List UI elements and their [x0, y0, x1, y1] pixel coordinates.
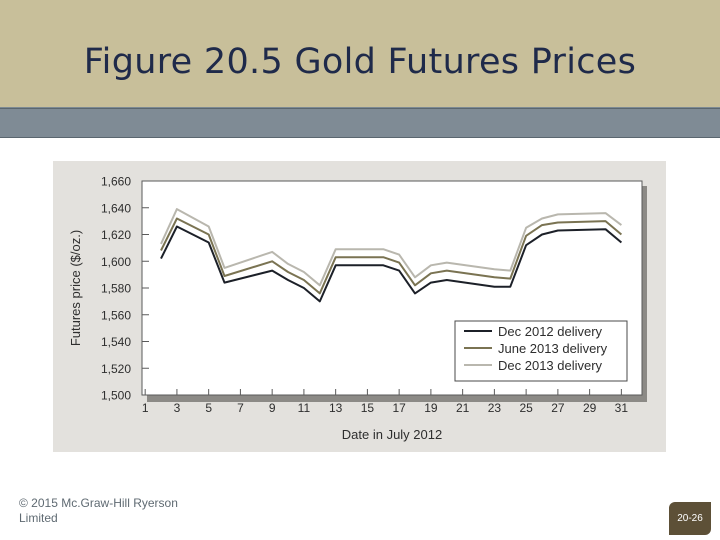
x-tick-label: 15 — [361, 401, 375, 415]
series-line — [160, 225, 623, 303]
x-tick-label: 29 — [583, 401, 597, 415]
x-tick-label: 17 — [392, 401, 406, 415]
x-tick-label: 1 — [142, 401, 149, 415]
legend-box — [454, 320, 628, 382]
x-tick-label: 23 — [488, 401, 502, 415]
x-axis-label: Date in July 2012 — [342, 427, 442, 442]
y-tick-label: 1,600 — [101, 255, 131, 269]
y-tick-label: 1,640 — [101, 201, 131, 215]
x-tick-label: 3 — [174, 401, 181, 415]
x-tick-label: 11 — [298, 401, 311, 415]
y-tick-label: 1,580 — [101, 282, 131, 296]
x-tick-label: 19 — [424, 401, 438, 415]
y-tick-label: 1,540 — [101, 335, 131, 349]
x-tick-label: 13 — [329, 401, 343, 415]
x-tick-label: 31 — [615, 401, 629, 415]
chart-panel: 1,500 1,520 1,540 1,560 1,580 1,600 1,620 1,640… — [53, 161, 666, 452]
x-tick-label: 27 — [551, 401, 565, 415]
x-tick-label: 21 — [456, 401, 470, 415]
y-tick-label: 1,620 — [101, 228, 131, 242]
series-lines — [160, 208, 623, 303]
y-tick-label: 1,520 — [101, 362, 131, 376]
series-line — [160, 208, 623, 287]
x-axis: 1 3 5 7 9 11 13 15 17 19 21 23 25 27 29 31 — [142, 389, 629, 415]
title-divider-band — [0, 108, 720, 138]
x-tick-label: 9 — [269, 401, 276, 415]
y-tick-label: 1,660 — [101, 175, 131, 189]
y-axis: 1,500 1,520 1,540 1,560 1,580 1,600 1,620 1,640… — [101, 175, 149, 403]
gold-futures-chart: 1,500 1,520 1,540 1,560 1,580 1,600 1,620 1,640… — [68, 175, 647, 442]
legend-label: Dec 2012 delivery — [498, 324, 603, 339]
title-bar: Figure 20.5 Gold Futures Prices — [0, 0, 720, 108]
series-line — [160, 217, 623, 295]
y-axis-label: Futures price ($/oz.) — [68, 230, 83, 346]
x-tick-label: 5 — [205, 401, 212, 415]
copyright-text: © 2015 Mc.Graw-Hill Ryerson Limited — [19, 496, 178, 525]
page-number-badge: 20-26 — [669, 502, 711, 535]
legend-label: June 2013 delivery — [498, 341, 608, 356]
legend-label: Dec 2013 delivery — [498, 358, 603, 373]
legend: Dec 2012 delivery June 2013 delivery Dec 2… — [454, 320, 628, 382]
x-tick-label: 25 — [519, 401, 533, 415]
x-tick-label: 7 — [237, 401, 244, 415]
y-tick-label: 1,560 — [101, 308, 131, 322]
slide-title: Figure 20.5 Gold Futures Prices — [83, 42, 637, 82]
y-tick-label: 1,500 — [101, 389, 131, 403]
